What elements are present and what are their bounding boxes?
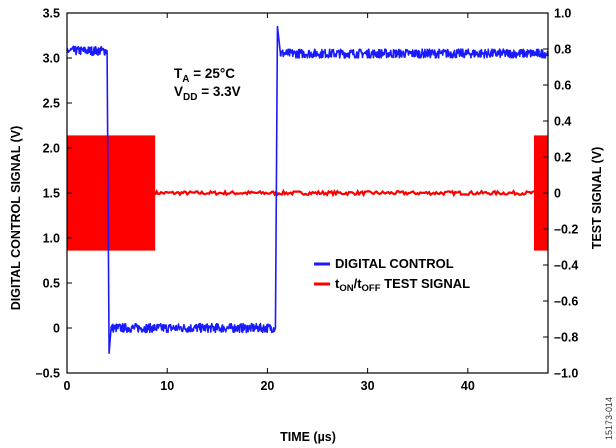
annotation-supply-voltage: VDD = 3.3V [174,84,241,103]
legend-label-digital-control: DIGITAL CONTROL [335,256,454,271]
x-tick-label: 0 [64,379,71,393]
x-tick-label: 10 [160,379,174,393]
y-right-tick-label: 1.0 [554,7,571,21]
y-right-tick-label: 0.6 [554,79,571,93]
y-right-tick-label: –0.4 [554,259,578,273]
legend: DIGITAL CONTROL tON/tOFF TEST SIGNAL [314,256,470,294]
y-left-tick-label: 3.0 [43,52,60,66]
y-right-tick-label: 0.2 [554,151,571,165]
x-tick-label: 30 [361,379,375,393]
axes-layer: 0 10 20 30 40 –0.5 0 0.5 1.0 1.5 2.0 2.5 3.0 3.5 –1.0 –… [36,7,579,394]
y-right-axis-title: TEST SIGNAL (V) [590,147,604,250]
series-layer [66,25,549,354]
y-right-tick-label: 0.8 [554,43,571,57]
y-right-tick-label: –0.2 [554,223,578,237]
y-left-tick-label: 2.5 [43,97,60,111]
digital-control-line [66,25,549,354]
y-left-tick-label: 2.0 [43,142,60,156]
y-right-tick-label: –0.6 [554,295,578,309]
y-right-tick-label: –0.8 [554,331,578,345]
y-right-tick-label: 0 [554,187,561,201]
annotation-temperature: TA = 25°C [174,66,235,85]
legend-label-test-signal: tON/tOFF TEST SIGNAL [335,276,470,294]
figure-id: 15173-014 [604,397,614,440]
y-left-axis-title: DIGITAL CONTROL SIGNAL (V) [9,126,23,311]
y-left-tick-label: 1.0 [43,232,60,246]
x-axis-title: TIME (µs) [280,430,336,444]
test-signal-line [154,188,535,198]
x-tick-label: 20 [260,379,274,393]
test-signal-oscillation-band [67,135,156,251]
y-left-tick-label: 3.5 [43,7,60,21]
y-right-tick-label: –1.0 [554,367,578,381]
y-right-tick-label: 0.4 [554,115,571,129]
test-signal-oscillation-band [533,135,548,251]
x-tick-label: 40 [461,379,475,393]
y-left-tick-label: 0.5 [43,277,60,291]
y-left-tick-label: 1.5 [43,187,60,201]
y-left-tick-label: –0.5 [36,367,60,381]
y-left-tick-label: 0 [53,322,60,336]
